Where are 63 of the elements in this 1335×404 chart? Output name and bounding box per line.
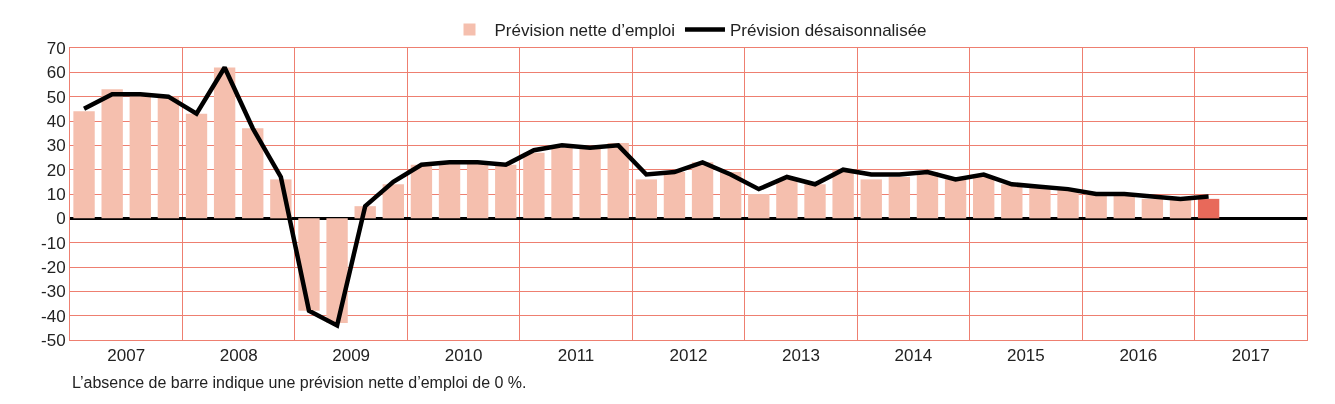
bar (185, 113, 208, 219)
text: L’absence de barre indique une prévision nette d’emploi de 0 %. (72, 374, 527, 391)
bar (1085, 194, 1107, 219)
x-tick-label: 2015 (1006, 346, 1045, 366)
bar (551, 147, 573, 219)
bar (719, 172, 742, 219)
bar (495, 164, 517, 219)
x-tick-label: 2014 (894, 346, 933, 366)
bar (438, 162, 461, 219)
bar (213, 67, 236, 219)
y-tick-label: -30 (41, 282, 66, 302)
bar (635, 179, 658, 219)
y-tick-label: 60 (46, 63, 66, 83)
bar (944, 179, 967, 219)
bar (1029, 186, 1051, 219)
y-tick-label: 10 (46, 184, 66, 204)
y-tick-label: -20 (41, 257, 66, 277)
legend-label: Prévision désaisonnalisée (729, 21, 927, 41)
bar (242, 128, 264, 219)
bar (1197, 198, 1220, 219)
bar (73, 111, 95, 219)
y-tick-label: 30 (46, 136, 66, 156)
y-tick-label: 70 (46, 38, 66, 58)
bar (579, 147, 601, 219)
x-tick-label: 2016 (1119, 346, 1158, 366)
y-tick-label: -50 (41, 330, 66, 350)
bar (804, 184, 826, 219)
y-tick-label: -10 (41, 233, 66, 253)
x-tick-label: 2013 (782, 346, 820, 366)
bar (916, 172, 939, 219)
bar (466, 162, 489, 219)
x-tick-label: 2011 (557, 346, 595, 366)
bar (101, 89, 123, 219)
bar (523, 152, 545, 219)
bar (157, 96, 180, 219)
y-tick-label: -40 (41, 306, 66, 326)
legend-label: Prévision nette d’emploi (494, 21, 675, 41)
bar (832, 169, 854, 219)
x-tick-label: 2008 (219, 346, 258, 366)
bar (607, 142, 629, 219)
bar (973, 176, 995, 219)
x-tick-label: 2017 (1231, 346, 1270, 366)
bar (129, 94, 151, 219)
bar (691, 162, 714, 219)
bar (1057, 189, 1079, 219)
x-tick-label: 2009 (332, 346, 371, 366)
bar (382, 184, 404, 219)
y-tick-label: 20 (46, 160, 66, 180)
bar (860, 179, 882, 219)
y-tick-label: 0 (56, 209, 66, 229)
y-tick-label: 50 (46, 87, 66, 107)
y-tick-label: 40 (46, 111, 66, 131)
bar (410, 164, 433, 219)
x-tick-label: 2007 (107, 346, 146, 366)
bar (1141, 198, 1164, 219)
bar (748, 194, 770, 219)
bar (776, 179, 798, 219)
bar (663, 172, 686, 219)
bar (888, 176, 911, 219)
bar (1001, 184, 1023, 219)
x-tick-label: 2010 (444, 346, 483, 366)
bar (326, 218, 348, 323)
x-tick-label: 2012 (669, 346, 708, 366)
